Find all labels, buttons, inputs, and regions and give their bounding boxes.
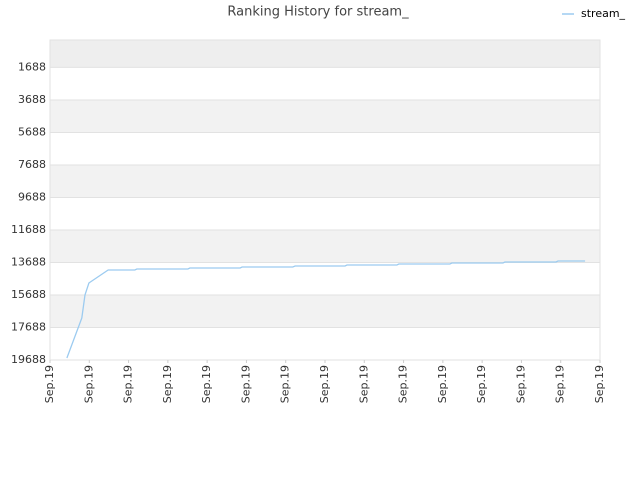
x-tick-label: Sep.19	[475, 365, 488, 403]
y-tick-label: 7688	[18, 158, 46, 171]
x-tick-label: Sep.19	[43, 365, 56, 403]
x-tick-label: Sep.19	[318, 365, 331, 403]
band	[50, 229, 600, 263]
y-tick-label: 1688	[18, 60, 46, 73]
x-tick-label: Sep.19	[239, 365, 252, 403]
x-tick-label: Sep.19	[397, 365, 410, 403]
chart-title: Ranking History for stream_	[227, 5, 409, 20]
x-tick-label: Sep.19	[593, 365, 606, 403]
x-tick-label: Sep.19	[122, 365, 135, 403]
x-tick-label: Sep.19	[200, 365, 213, 403]
band	[50, 99, 600, 133]
band	[50, 40, 600, 68]
y-tick-label: 17688	[11, 320, 46, 333]
y-tick-label: 9688	[18, 190, 46, 203]
y-tick-label: 11688	[11, 223, 46, 236]
legend-label: stream_	[581, 7, 626, 20]
band	[50, 164, 600, 198]
x-tick-label: Sep.19	[161, 365, 174, 403]
x-tick-label: Sep.19	[514, 365, 527, 403]
x-tick-label: Sep.19	[436, 365, 449, 403]
x-tick-label: Sep.19	[554, 365, 567, 403]
band	[50, 294, 600, 328]
y-tick-label: 15688	[11, 288, 46, 301]
x-tick-label: Sep.19	[357, 365, 370, 403]
y-tick-label: 13688	[11, 255, 46, 268]
y-tick-label: 3688	[18, 93, 46, 106]
x-tick-label: Sep.19	[279, 365, 292, 403]
line	[66, 260, 586, 359]
y-tick-label: 5688	[18, 125, 46, 138]
y-tick-label: 19688	[11, 353, 46, 366]
x-tick-label: Sep.19	[82, 365, 95, 403]
